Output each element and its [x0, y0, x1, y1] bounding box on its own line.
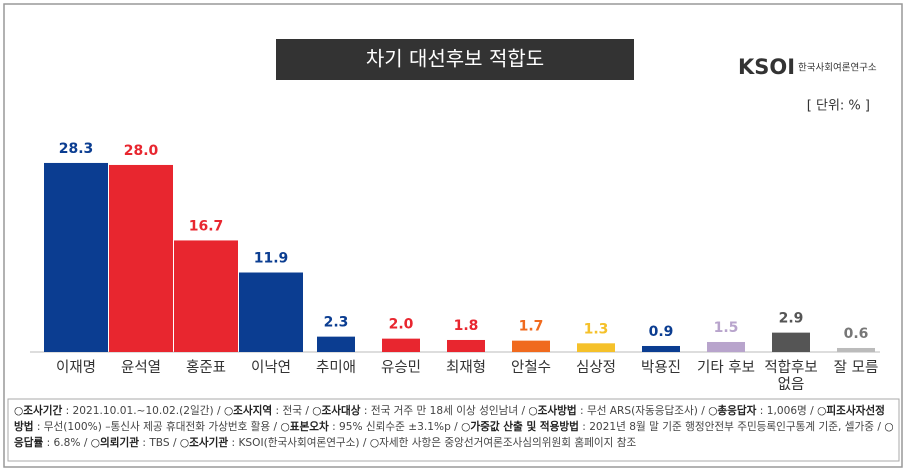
note-label: ○가중값 산출 및 적용방법 — [461, 421, 579, 433]
x-tick-label: 최재형 — [446, 359, 486, 376]
note-text: : 2021년 8월 말 기준 행정안전부 주민등록인구통계 기준, 셀가중 / — [578, 421, 885, 433]
value-label: 1.8 — [454, 318, 479, 334]
note-label: ○조사기관 — [179, 437, 229, 449]
x-tick-label: 박용진 — [641, 359, 681, 376]
bar — [642, 345, 680, 352]
note-text: : 1,006명 / — [756, 405, 818, 417]
note-label: ○응답률 — [14, 421, 894, 449]
note-label: ○조사기간 — [14, 405, 63, 417]
bar — [447, 339, 485, 352]
bar — [174, 240, 238, 352]
value-label: 0.9 — [649, 324, 674, 340]
note-text: : 무선 ARS(자동응답조사) / — [576, 405, 709, 417]
chart-title: 차기 대선후보 적합도 — [366, 47, 544, 71]
note-text: : 전국 / — [272, 405, 313, 417]
x-tick-label: 이낙연 — [251, 359, 291, 376]
value-label: 1.5 — [714, 320, 739, 336]
value-label: 0.6 — [844, 326, 869, 342]
note-label: ○표본오차 — [280, 421, 329, 433]
note-text: : 전국 거주 만 18세 이상 성인남녀 / — [360, 405, 529, 417]
bar — [577, 343, 615, 352]
x-tick-label: 유승민 — [381, 359, 421, 376]
x-tick-label: 심상정 — [576, 359, 616, 376]
bar — [109, 164, 173, 352]
value-label: 28.0 — [124, 143, 159, 159]
note-label: ○총응답자 — [708, 405, 757, 417]
x-tick-label: 추미애 — [316, 359, 356, 376]
x-tick-label: 안철수 — [511, 359, 551, 376]
note-text: 자세한 사항은 중앙선거여론조사심의위원회 홈페이지 참조 — [379, 437, 637, 449]
note-text: : TBS / — [139, 437, 180, 449]
notes: ○조사기간 : 2021.10.01.~10.02.(2일간) / ○조사지역 … — [14, 403, 894, 451]
bar — [512, 340, 550, 352]
note-text: : 6.8% / — [43, 437, 91, 449]
value-label: 1.3 — [584, 321, 609, 337]
x-tick-label: 이재명 — [56, 359, 96, 376]
x-tick-label: 기타 후보 — [697, 359, 755, 376]
x-tick-label: 윤석열 — [121, 359, 161, 376]
x-tick-label: 잘 모름 — [834, 359, 879, 376]
note-label: ○조사대상 — [312, 405, 361, 417]
value-label: 16.7 — [189, 218, 224, 234]
bar — [239, 272, 303, 352]
value-label: 2.0 — [389, 317, 414, 333]
bar — [44, 162, 108, 352]
note-text: : 95% 신뢰수준 ±3.1%p / — [328, 421, 462, 433]
value-label: 28.3 — [59, 141, 94, 157]
notes-box — [7, 398, 900, 462]
note-label: ○의뢰기관 — [90, 437, 140, 449]
bar — [707, 341, 745, 352]
note-label: ○ — [369, 437, 380, 449]
logo: KSOI — [738, 55, 795, 79]
unit: [ 단위: % ] — [807, 99, 870, 114]
bar — [382, 338, 420, 352]
bar — [772, 332, 810, 352]
logo-caption: 한국사회여론연구소 — [798, 62, 877, 74]
note-text: : 2021.10.01.~10.02.(2일간) / — [62, 405, 224, 417]
value-label: 2.3 — [324, 315, 349, 331]
x-tick-label: 홍준표 — [186, 359, 226, 376]
note-label: ○조사방법 — [528, 405, 577, 417]
value-label: 2.9 — [779, 311, 804, 327]
value-label: 1.7 — [519, 319, 544, 335]
note-text: : KSOI(한국사회여론연구소) / — [228, 437, 370, 449]
x-tick-label: 적합후보 없음 — [764, 359, 817, 393]
note-label: ○피조사자선정방법 — [14, 405, 885, 433]
title-box — [276, 39, 634, 80]
frame — [3, 3, 903, 468]
value-label: 11.9 — [254, 251, 289, 267]
bar — [837, 347, 875, 352]
note-text: : 무선(100%) –통신사 제공 휴대전화 가상번호 활용 / — [33, 421, 281, 433]
note-label: ○조사지역 — [223, 405, 273, 417]
bar — [317, 336, 355, 352]
